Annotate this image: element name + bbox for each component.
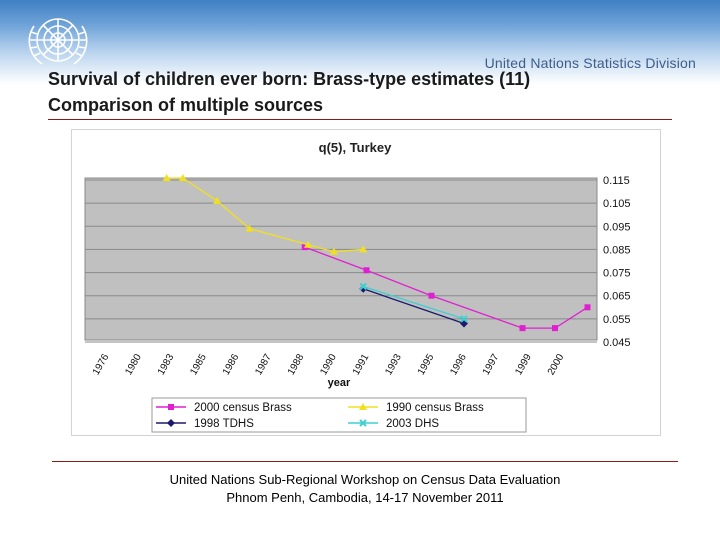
page-title: Survival of children ever born: Brass-ty… (48, 66, 530, 118)
footer-divider (52, 461, 678, 462)
y-tick-label: 0.085 (603, 244, 631, 256)
legend-marker-4 (359, 419, 367, 427)
title-line-1: Survival of children ever born: Brass-ty… (48, 69, 531, 89)
series-line-3 (363, 288, 465, 325)
x-tick-label: 1991 (351, 352, 372, 377)
x-tick-label: 1987 (253, 352, 274, 377)
footer: United Nations Sub-Regional Workshop on … (60, 471, 670, 507)
x-tick-label: 1985 (188, 352, 209, 377)
header-banner (0, 0, 720, 84)
x-tick-label: 1976 (91, 352, 112, 377)
data-point-series-1 (363, 267, 370, 274)
data-point-series-1 (584, 304, 591, 311)
data-point-series-2 (304, 240, 312, 248)
legend-marker-2 (359, 403, 367, 410)
x-tick-label: 1996 (448, 352, 469, 377)
legend-label: 1990 census Brass (386, 402, 484, 414)
x-tick-label: 1983 (156, 352, 177, 377)
un-emblem-icon (28, 18, 88, 65)
x-axis-label: year (328, 377, 351, 389)
x-tick-label: 1980 (123, 352, 144, 377)
x-tick-label: 1988 (286, 352, 307, 377)
data-point-series-2 (178, 174, 187, 181)
chart-title: q(5), Turkey (319, 140, 392, 155)
chart-frame: q(5), Turkey 0.115 0.105 0.095 0.085 0.075 0.0… (71, 129, 661, 436)
y-tick-label: 0.055 (603, 314, 631, 326)
data-point-series-2 (162, 174, 171, 181)
data-point-series-2 (213, 196, 221, 204)
y-tick-label: 0.075 (603, 268, 631, 280)
legend-label: 2000 census Brass (194, 402, 292, 414)
footer-line-2: Phnom Penh, Cambodia, 14-17 November 201… (226, 490, 504, 505)
data-point-series-2 (359, 245, 368, 253)
y-tick-label: 0.105 (603, 198, 631, 210)
legend-label: 1998 TDHS (194, 418, 254, 430)
data-point-series-4 (359, 282, 367, 291)
data-point-series-1 (428, 292, 435, 299)
legend-marker-3 (167, 419, 175, 427)
series-line-4 (363, 285, 465, 320)
y-tick-label: 0.115 (603, 175, 630, 187)
chart: q(5), Turkey 0.115 0.105 0.095 0.085 0.075 0.0… (84, 140, 631, 433)
data-point-series-1 (552, 325, 558, 332)
x-tick-label: 1986 (221, 352, 242, 377)
x-tick-label: 2000 (546, 352, 567, 377)
data-point-series-1 (519, 325, 526, 332)
x-tick-label: 1995 (416, 352, 437, 377)
plot-area (84, 177, 598, 341)
data-point-series-4 (460, 315, 468, 323)
data-point-series-2 (245, 224, 254, 232)
legend-box (151, 397, 527, 433)
series-line-1 (304, 246, 588, 329)
data-point-series-2 (330, 247, 338, 255)
footer-line-1: United Nations Sub-Regional Workshop on … (169, 472, 561, 487)
x-tick-label: 1999 (513, 352, 534, 377)
y-tick-label: 0.065 (603, 291, 631, 303)
title-line-2: Comparison of multiple sources (48, 95, 324, 115)
legend-marker-1 (168, 404, 174, 410)
y-tick-label: 0.045 (603, 337, 631, 349)
x-tick-label: 1990 (318, 352, 339, 377)
title-divider (48, 119, 672, 120)
legend-label: 2003 DHS (386, 418, 439, 430)
org-name: United Nations Statistics Division (484, 55, 696, 71)
x-tick-label: 1993 (383, 352, 404, 377)
x-tick-label: 1997 (481, 352, 502, 377)
y-tick-label: 0.095 (603, 221, 631, 233)
